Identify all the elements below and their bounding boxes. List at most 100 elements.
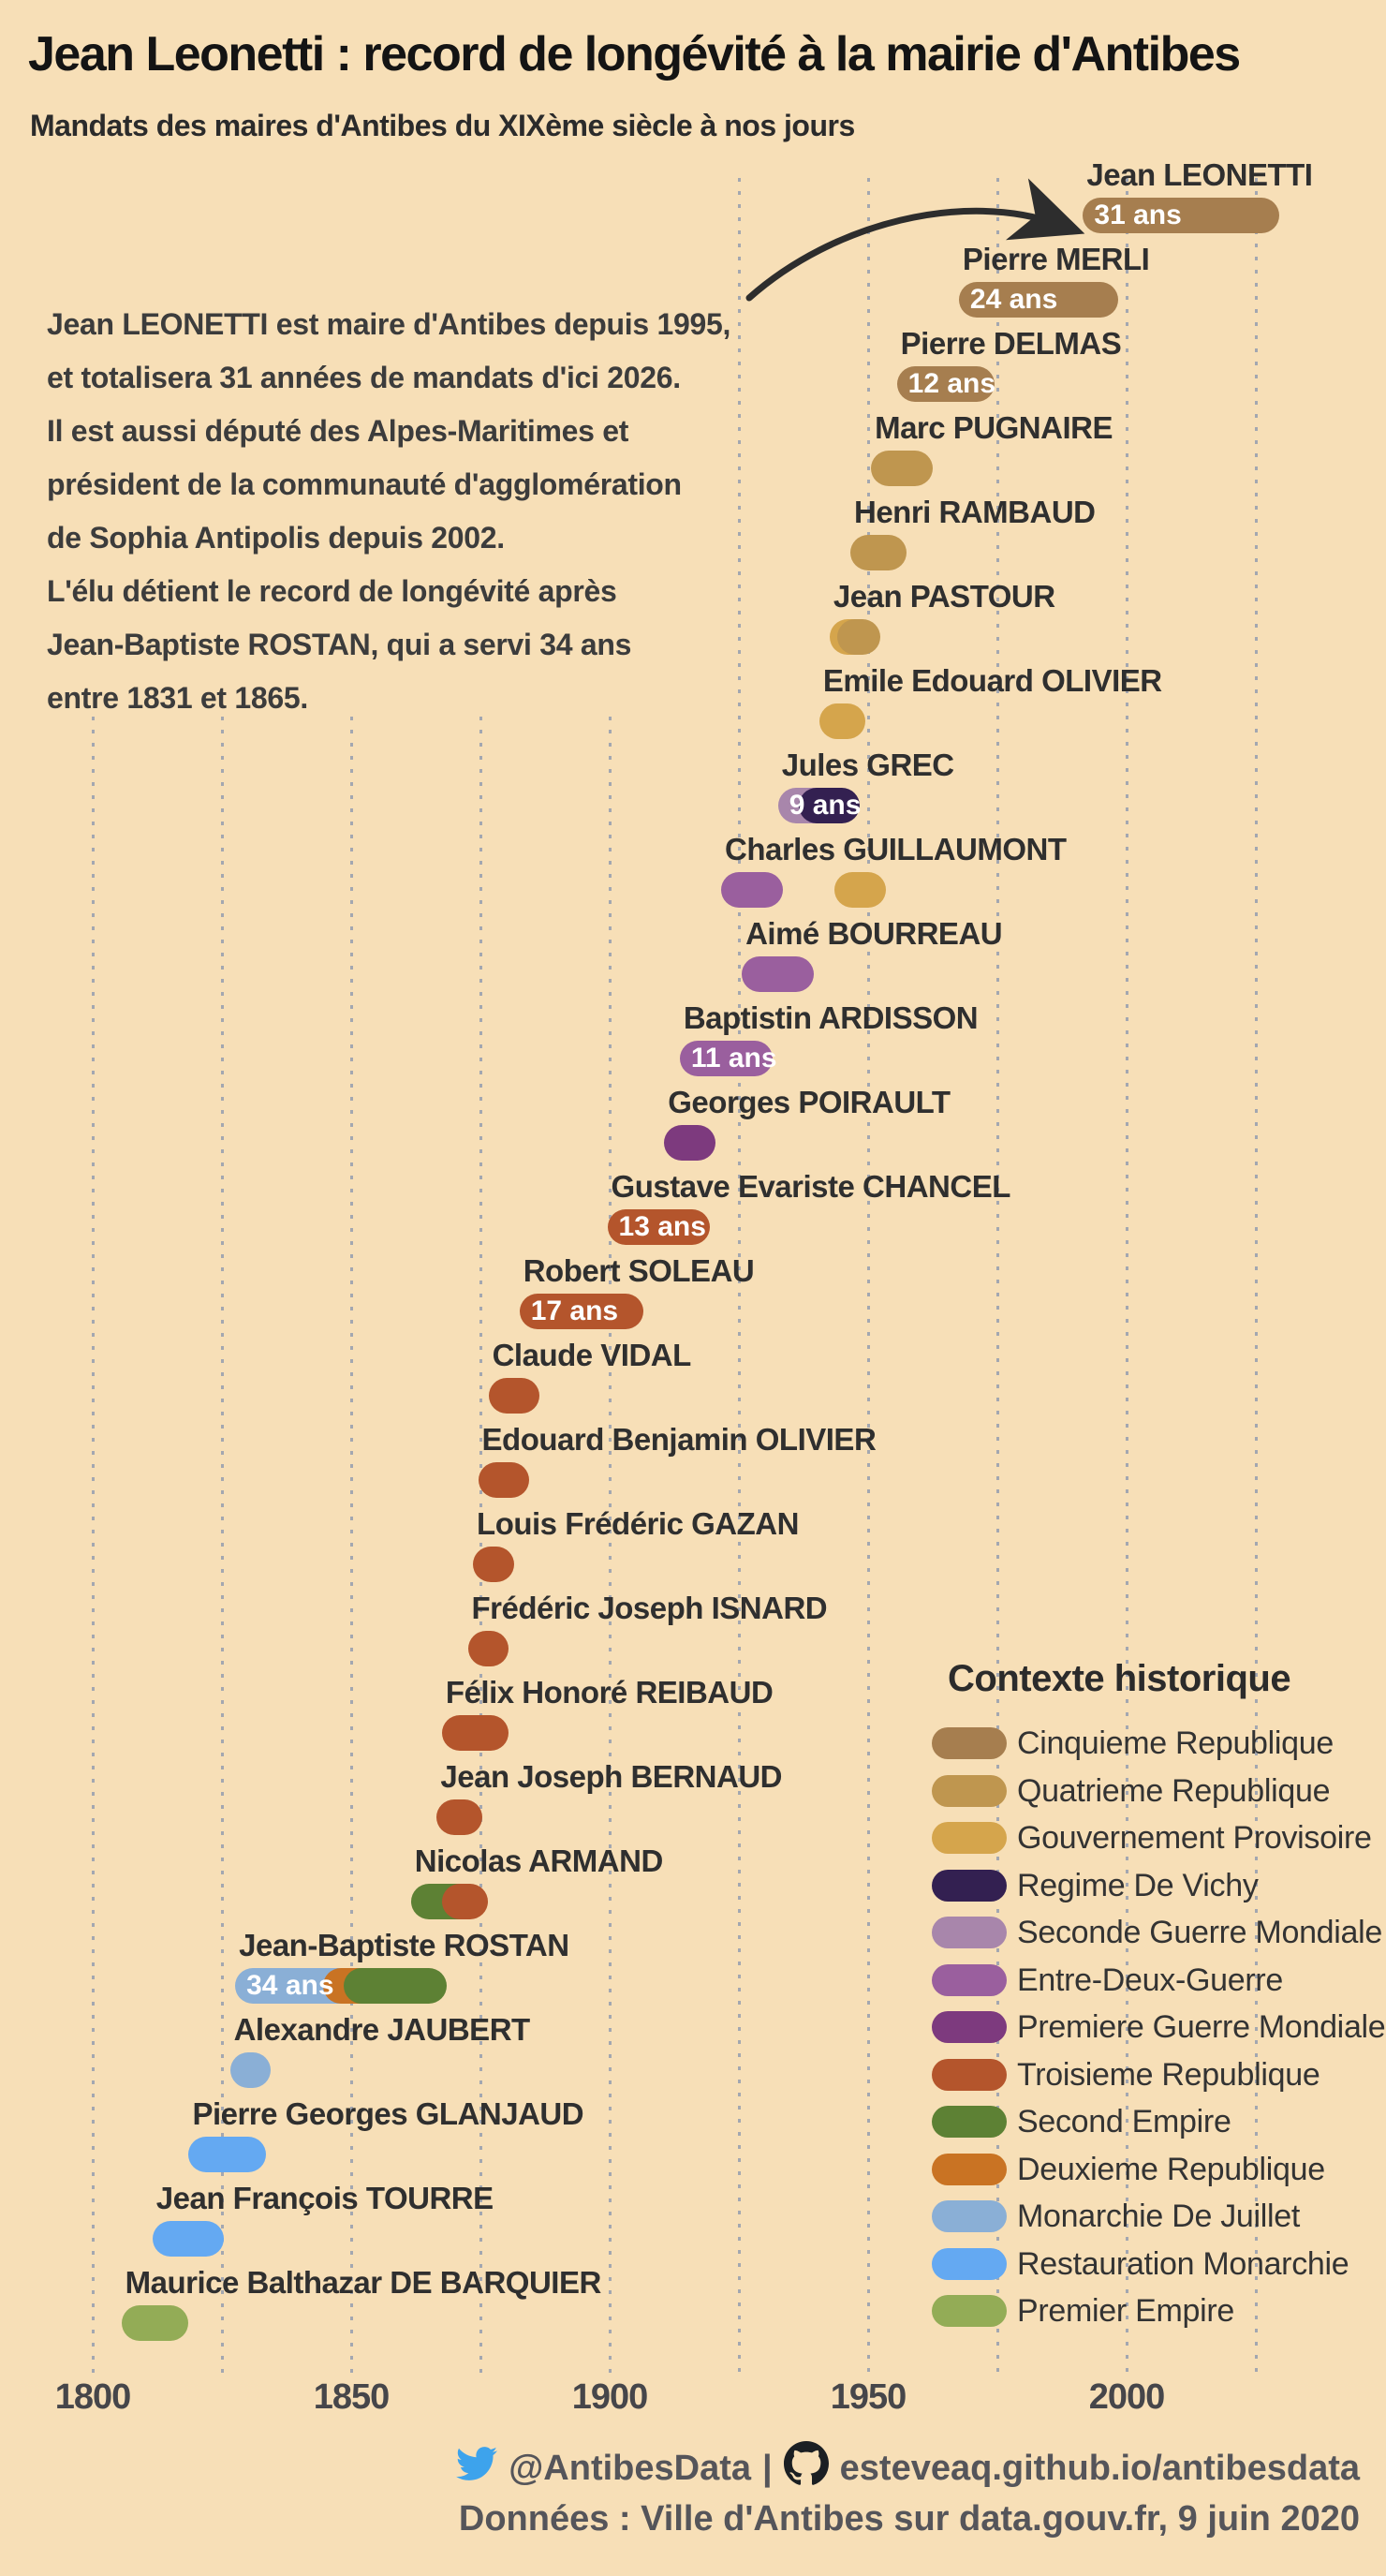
annotation-line-4: président de la communauté d'agglomérati… xyxy=(47,467,682,501)
x-tick-1900: 1900 xyxy=(571,2377,649,2417)
bar-segment-entre-deux-guerre xyxy=(721,872,783,908)
mandate-bar xyxy=(488,1378,540,1414)
mandate-bar xyxy=(121,2305,188,2341)
mandate-bar: 34 ans xyxy=(235,1968,447,2004)
legend-label: Deuxieme Republique xyxy=(1017,2151,1325,2187)
mandate-bar xyxy=(410,1884,488,1919)
mayor-name-label: Gustave Evariste CHANCEL xyxy=(611,1169,1011,1204)
legend-label: Cinquieme Republique xyxy=(1017,1725,1334,1761)
mayor-name-label: Maurice Balthazar DE BARQUIER xyxy=(125,2265,602,2300)
twitter-icon xyxy=(456,2443,498,2494)
legend-swatch-premier-empire xyxy=(932,2295,1007,2327)
legend-label: Quatrieme Republique xyxy=(1017,1772,1331,1809)
legend-label: Troisieme Republique xyxy=(1017,2056,1320,2093)
mayor-name-label: Charles GUILLAUMONT xyxy=(725,832,1067,866)
mayor-name-label: Pierre Georges GLANJAUD xyxy=(192,2096,584,2131)
mandate-bar xyxy=(829,619,881,655)
duration-badge: 9 ans xyxy=(789,790,862,821)
mandate-bar xyxy=(467,1631,509,1666)
mayor-name-label: Jean LEONETTI xyxy=(1086,157,1313,192)
gridline-1950 xyxy=(866,178,870,2375)
mayor-name-label: Jean Joseph BERNAUD xyxy=(440,1759,782,1794)
duration-badge: 13 ans xyxy=(618,1211,706,1242)
bar-segment-troisieme-republique xyxy=(478,1462,530,1498)
legend-label: Entre-Deux-Guerre xyxy=(1017,1962,1283,1998)
bar-segment-entre-deux-guerre xyxy=(679,1041,773,1076)
gridline-1975 xyxy=(995,178,999,2375)
mayor-name-label: Pierre DELMAS xyxy=(900,326,1122,361)
mandate-bar xyxy=(229,2052,272,2088)
gridline-1850 xyxy=(349,717,353,2375)
bar-segment-gouvernement-provisoire xyxy=(818,703,865,739)
bar-segment-cinquieme-republique xyxy=(958,282,1119,318)
bar-segment-restauration-monarchie xyxy=(188,2137,266,2172)
mandate-bar xyxy=(478,1462,530,1498)
bar-segment-troisieme-republique xyxy=(488,1378,540,1414)
mayor-name-label: Pierre MERLI xyxy=(962,242,1150,276)
bar-segment-monarchie-de-juillet xyxy=(229,2052,272,2088)
legend-swatch-quatrieme-republique xyxy=(932,1774,1007,1807)
legend-label: Second Empire xyxy=(1017,2104,1231,2139)
annotation-line-7: Jean-Baptiste ROSTAN, qui a servi 34 ans xyxy=(47,628,632,661)
twitter-handle: @AntibesData xyxy=(509,2448,752,2488)
mandate-bar xyxy=(664,1125,715,1161)
bar-segment-cinquieme-republique xyxy=(896,366,995,402)
mayor-name-label: Jean-Baptiste ROSTAN xyxy=(239,1928,569,1962)
bar-segment-troisieme-republique xyxy=(436,1799,483,1835)
bar-segment-quatrieme-republique xyxy=(837,619,881,655)
gridline-1900 xyxy=(608,717,612,2375)
mayor-name-label: Nicolas ARMAND xyxy=(414,1843,663,1878)
mayor-name-label: Georges POIRAULT xyxy=(668,1085,951,1119)
legend-label: Gouvernement Provisoire xyxy=(1017,1820,1372,1856)
bar-segment-troisieme-republique xyxy=(519,1294,643,1329)
legend-label: Premier Empire xyxy=(1017,2293,1234,2329)
annotation-line-3: Il est aussi député des Alpes-Maritimes … xyxy=(47,414,629,448)
mayor-name-label: Jean PASTOUR xyxy=(833,579,1055,614)
mayor-name-label: Edouard Benjamin OLIVIER xyxy=(481,1422,877,1457)
legend-label: Restauration Monarchie xyxy=(1017,2245,1349,2282)
gridline-1875 xyxy=(479,717,482,2375)
mayor-name-label: Henri RAMBAUD xyxy=(854,495,1096,529)
legend-swatch-restauration-monarchie xyxy=(932,2247,1007,2280)
annotation-block: Jean LEONETTI est maire d'Antibes depuis… xyxy=(47,298,730,725)
mandate-bar xyxy=(441,1715,509,1751)
mandate-bar xyxy=(721,872,886,908)
legend-label: Monarchie De Juillet xyxy=(1017,2198,1301,2234)
mandate-bar: 31 ans xyxy=(1083,198,1279,233)
annotation-line-5: de Sophia Antipolis depuis 2002. xyxy=(47,521,505,555)
bar-segment-gouvernement-provisoire xyxy=(834,872,886,908)
mayor-name-label: Félix Honoré REIBAUD xyxy=(445,1675,774,1710)
mandate-bar: 13 ans xyxy=(607,1209,711,1245)
github-icon xyxy=(783,2441,829,2495)
legend-label: Seconde Guerre Mondiale xyxy=(1017,1915,1383,1950)
mandate-bar xyxy=(850,535,907,570)
legend-swatch-second-empire xyxy=(932,2106,1007,2138)
gridline-1800 xyxy=(91,717,95,2375)
duration-badge: 12 ans xyxy=(907,368,996,399)
legend-swatch-deuxieme-republique xyxy=(932,2153,1007,2185)
bar-segment-premier-empire xyxy=(121,2305,188,2341)
legend-swatch-regime-de-vichy xyxy=(932,1869,1007,1902)
mandate-bar xyxy=(818,703,865,739)
mandate-bar: 11 ans xyxy=(679,1041,777,1076)
bar-segment-restauration-monarchie xyxy=(152,2221,225,2257)
bar-segment-troisieme-republique xyxy=(441,1884,488,1919)
mandate-bar xyxy=(742,956,814,992)
x-tick-1850: 1850 xyxy=(313,2377,391,2417)
bar-segment-second-empire xyxy=(344,1968,447,2004)
bar-segment-cinquieme-republique xyxy=(1083,198,1279,233)
x-tick-1800: 1800 xyxy=(54,2377,132,2417)
mayor-name-label: Alexandre JAUBERT xyxy=(233,2012,531,2047)
duration-badge: 17 ans xyxy=(530,1295,619,1326)
duration-badge: 34 ans xyxy=(246,1970,334,2001)
bar-segment-quatrieme-republique xyxy=(850,535,907,570)
bar-segment-troisieme-republique xyxy=(607,1209,711,1245)
page-subtitle: Mandats des maires d'Antibes du XIXème s… xyxy=(30,109,855,142)
duration-badge: 24 ans xyxy=(969,284,1058,315)
mayor-name-label: Jules GREC xyxy=(781,748,954,782)
mandate-bar: 17 ans xyxy=(519,1294,643,1329)
annotation-line-1: Jean LEONETTI est maire d'Antibes depuis… xyxy=(47,307,731,341)
site-link: esteveaq.github.io/antibesdata xyxy=(839,2448,1360,2488)
mandate-bar xyxy=(152,2221,225,2257)
legend-swatch-monarchie-de-juillet xyxy=(932,2200,1007,2232)
